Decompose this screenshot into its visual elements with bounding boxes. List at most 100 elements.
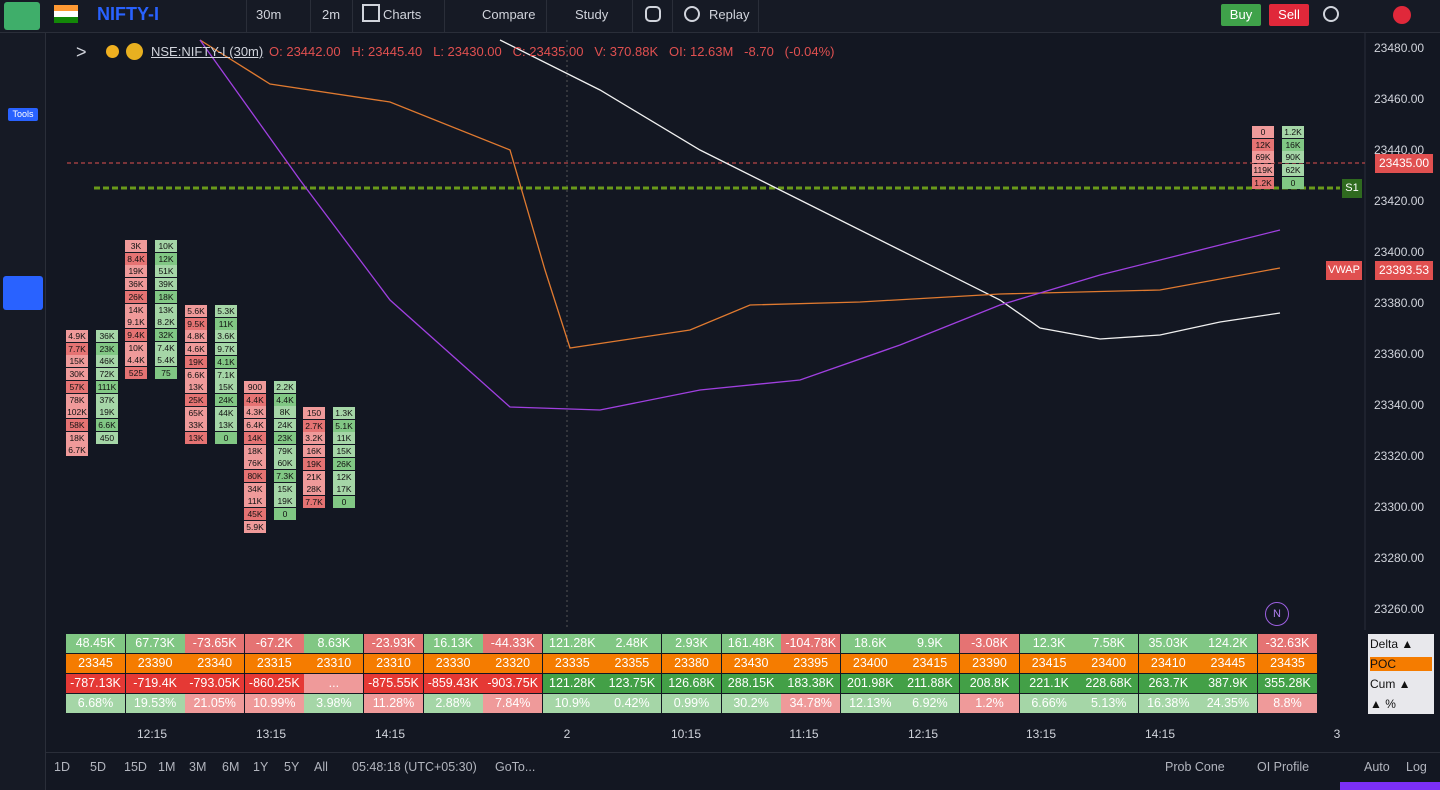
stats-cell: 30.2% (721, 694, 781, 713)
time-tick-label: 13:15 (1025, 727, 1057, 741)
range-button[interactable]: 6M (222, 760, 240, 774)
buy-volume-cell: 1.2K (1282, 126, 1304, 138)
range-button[interactable]: 1D (54, 760, 70, 774)
stats-cell: 0.42% (602, 694, 662, 713)
sell-volume-cell: 13K (185, 381, 207, 394)
buy-volume-cell: 72K (96, 368, 118, 381)
stats-cell: 263.7K (1138, 674, 1198, 693)
buy-volume-cell: 1.3K (333, 407, 355, 419)
stats-cell: 11.28% (364, 694, 423, 713)
time-tick-label: 14:15 (1144, 727, 1176, 741)
buy-volume-cell: 46K (96, 355, 118, 368)
buy-volume-cell: 2.2K (274, 381, 296, 393)
replay-button[interactable]: Replay (709, 7, 750, 22)
stats-cell: 355.28K (1258, 674, 1317, 693)
buy-volume-cell: 3.6K (215, 330, 237, 343)
stats-cell: 23410 (1138, 654, 1198, 673)
range-button[interactable]: All (314, 760, 328, 774)
bottom-accent (1340, 782, 1440, 790)
interval-2[interactable]: 2m (322, 7, 341, 22)
range-button[interactable]: 5D (90, 760, 106, 774)
charts-button[interactable]: Charts (383, 7, 422, 22)
clock[interactable]: 05:48:18 (UTC+05:30) (352, 760, 477, 774)
sell-volume-cell: 119K (1252, 164, 1274, 177)
price-tick-label: 23400.00 (1374, 245, 1425, 259)
range-button[interactable]: 5Y (284, 760, 300, 774)
price-tick-label: 23360.00 (1374, 347, 1425, 361)
sell-volume-cell: 12K (1252, 138, 1274, 151)
buy-volume-cell: 0 (1282, 176, 1304, 189)
active-tool[interactable] (3, 276, 43, 310)
log-button[interactable]: Log (1406, 760, 1427, 774)
buy-volume-cell: 51K (155, 265, 177, 278)
buy-volume-cell: 90K (1282, 151, 1304, 164)
currency-icon (126, 43, 143, 60)
oi-profile-button[interactable]: OI Profile (1257, 760, 1310, 774)
buy-volume-cell: 75 (155, 367, 177, 379)
range-button[interactable]: 15D (124, 760, 147, 774)
sell-volume-cell: 6.6K (185, 368, 207, 381)
stats-cell: 24.35% (1198, 694, 1258, 713)
news-badge[interactable]: N (1265, 602, 1289, 626)
prob-cone-button[interactable]: Prob Cone (1165, 760, 1225, 774)
auto-button[interactable]: Auto (1364, 760, 1390, 774)
sell-volume-cell: 21K (303, 470, 325, 483)
change-pct: (-0.04%) (784, 44, 835, 59)
header-symbol[interactable]: NSE:NIFTY-I (30m) (151, 44, 264, 59)
time-tick-label: 11:15 (789, 727, 819, 741)
stats-cell: -859.43K (423, 674, 483, 693)
vwap-label: 23393.53 (1375, 261, 1433, 280)
sell-volume-cell: 28K (303, 483, 325, 496)
range-button[interactable]: 1M (158, 760, 176, 774)
buy-volume-cell: 39K (155, 278, 177, 291)
stats-cell: -44.33K (483, 634, 543, 653)
sell-volume-cell: 9.4K (125, 328, 147, 341)
collapse-arrow[interactable]: > (76, 42, 87, 62)
stats-cell: 48.45K (66, 634, 125, 653)
header-ohlc: O: 23442.00 H: 23445.40 L: 23430.00 C: 2… (269, 44, 835, 59)
buy-volume-cell: 8K (274, 406, 296, 419)
study-button[interactable]: Study (575, 7, 609, 22)
instagram-icon[interactable] (645, 6, 661, 22)
buy-volume-cell: 18K (155, 290, 177, 303)
stats-cell: 5.13% (1079, 694, 1139, 713)
close: C: 23435.00 (512, 44, 584, 59)
stats-cell: 3.98% (304, 694, 364, 713)
buy-volume-cell: 0 (274, 508, 296, 520)
sell-button[interactable]: Sell (1269, 4, 1309, 26)
replay-icon (684, 6, 700, 22)
average-line (199, 39, 1281, 411)
buy-volume-cell: 12K (333, 470, 355, 483)
stats-cell: 21.05% (185, 694, 245, 713)
stats-cell: 23435 (1258, 654, 1317, 673)
price-tick-label: 23460.00 (1374, 92, 1425, 106)
stats-cell: 121.28K (542, 674, 602, 693)
compare-button[interactable]: Compare (482, 7, 536, 22)
sell-volume-cell: 80K (244, 469, 266, 482)
interval[interactable]: 30m (256, 7, 282, 22)
buy-volume-cell: 11K (215, 317, 237, 330)
stats-cell: 19.53% (125, 694, 185, 713)
range-button[interactable]: 3M (189, 760, 207, 774)
sell-volume-cell: 58K (66, 418, 88, 431)
goto-button[interactable]: GoTo... (495, 760, 536, 774)
settings-icon[interactable] (1323, 6, 1339, 22)
buy-volume-cell: 24K (215, 393, 237, 406)
logo[interactable] (4, 2, 40, 30)
symbol[interactable]: NIFTY-I (97, 4, 159, 24)
sell-volume-cell: 3K (125, 240, 147, 252)
range-button[interactable]: 1Y (253, 760, 269, 774)
price-tick-label: 23300.00 (1374, 500, 1425, 514)
buy-button[interactable]: Buy (1221, 4, 1261, 26)
stats-cell: -793.05K (185, 674, 245, 693)
stats-cell: 183.38K (781, 674, 841, 693)
volume: V: 370.88K (594, 44, 659, 59)
notification-badge[interactable] (1393, 6, 1411, 24)
time-tick-label: 14:15 (374, 727, 406, 741)
stats-cell: 23345 (66, 654, 125, 673)
open: O: 23442.00 (269, 44, 341, 59)
price-tick-label: 23260.00 (1374, 602, 1425, 616)
buy-volume-cell: 5.4K (155, 354, 177, 367)
price-tick-label: 23480.00 (1374, 41, 1425, 55)
